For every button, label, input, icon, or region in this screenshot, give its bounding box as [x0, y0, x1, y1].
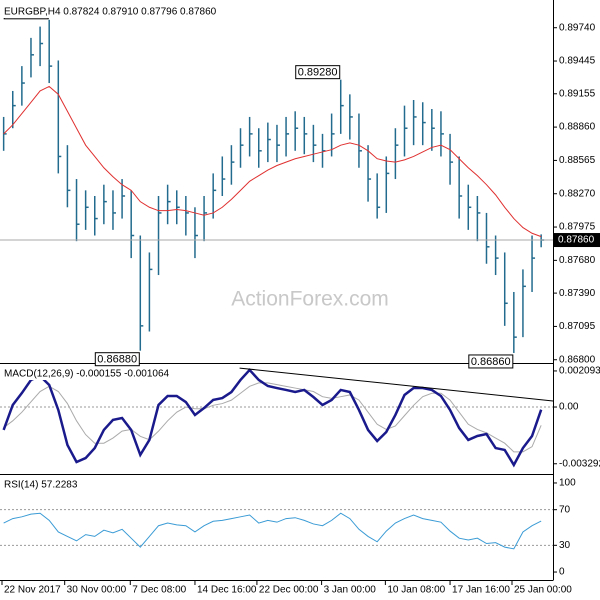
x-tick-label: 22 Nov 2017 [4, 585, 61, 596]
y-tick-label: 0.002093 [559, 366, 600, 377]
y-tick-label: 0.87680 [559, 255, 596, 266]
panel-title: RSI(14) 57.2283 [4, 480, 78, 491]
title-bg [2, 478, 80, 491]
annotation-label: 0.86880 [97, 354, 137, 366]
y-tick-label: 0.88860 [559, 122, 596, 133]
y-tick-label: 0.89445 [559, 56, 596, 67]
title-bg [2, 367, 172, 380]
y-tick-label: 0.86800 [559, 354, 596, 365]
y-tick-label: -0.003292 [559, 458, 600, 469]
annotation-label: 0.89280 [298, 67, 338, 79]
panel-title: MACD(12,26,9) -0.000155 -0.001064 [4, 369, 170, 380]
last-price-label: 0.87860 [558, 235, 595, 246]
title-bg [2, 5, 219, 18]
y-tick-label: 0.00 [559, 402, 579, 413]
x-tick-label: 7 Dec 08:00 [132, 585, 186, 596]
y-tick-label: 0.88565 [559, 155, 596, 166]
x-tick-label: 10 Jan 08:00 [387, 585, 445, 596]
annotation-box [295, 65, 341, 80]
y-tick-label: 0 [559, 567, 565, 578]
y-tick-label: 30 [559, 540, 571, 551]
indicator-line [2, 368, 543, 468]
y-tick-label: 70 [559, 504, 571, 515]
last-price-box [554, 233, 600, 248]
y-tick-label: 100 [559, 478, 576, 489]
y-tick-label: 0.87095 [559, 321, 596, 332]
annotation-box [468, 354, 514, 369]
trendline [239, 367, 554, 402]
indicator-line [3, 382, 542, 453]
moving-average [3, 85, 542, 238]
y-tick-label: 0.87390 [559, 288, 596, 299]
x-tick-label: 22 Dec 00:00 [259, 585, 319, 596]
panel-title: EURGBP,H4 0.87824 0.87910 0.87796 0.8786… [4, 7, 217, 18]
x-tick-label: 3 Jan 00:00 [324, 585, 377, 596]
x-tick-label: 30 Nov 00:00 [67, 585, 127, 596]
y-tick-label: 0.89155 [559, 88, 596, 99]
annotation-label: 0.86860 [471, 356, 511, 368]
x-tick-label: 17 Jan 16:00 [452, 585, 510, 596]
y-tick-label: 0.88270 [559, 188, 596, 199]
y-tick-label: 0.87975 [559, 222, 596, 233]
x-tick-label: 25 Jan 00:00 [514, 585, 572, 596]
y-tick-label: 0.89740 [559, 22, 596, 33]
x-tick-label: 14 Dec 16:00 [197, 585, 257, 596]
watermark: ActionForex.com [231, 288, 389, 311]
annotation-box [94, 352, 140, 367]
indicator-line [3, 512, 542, 550]
